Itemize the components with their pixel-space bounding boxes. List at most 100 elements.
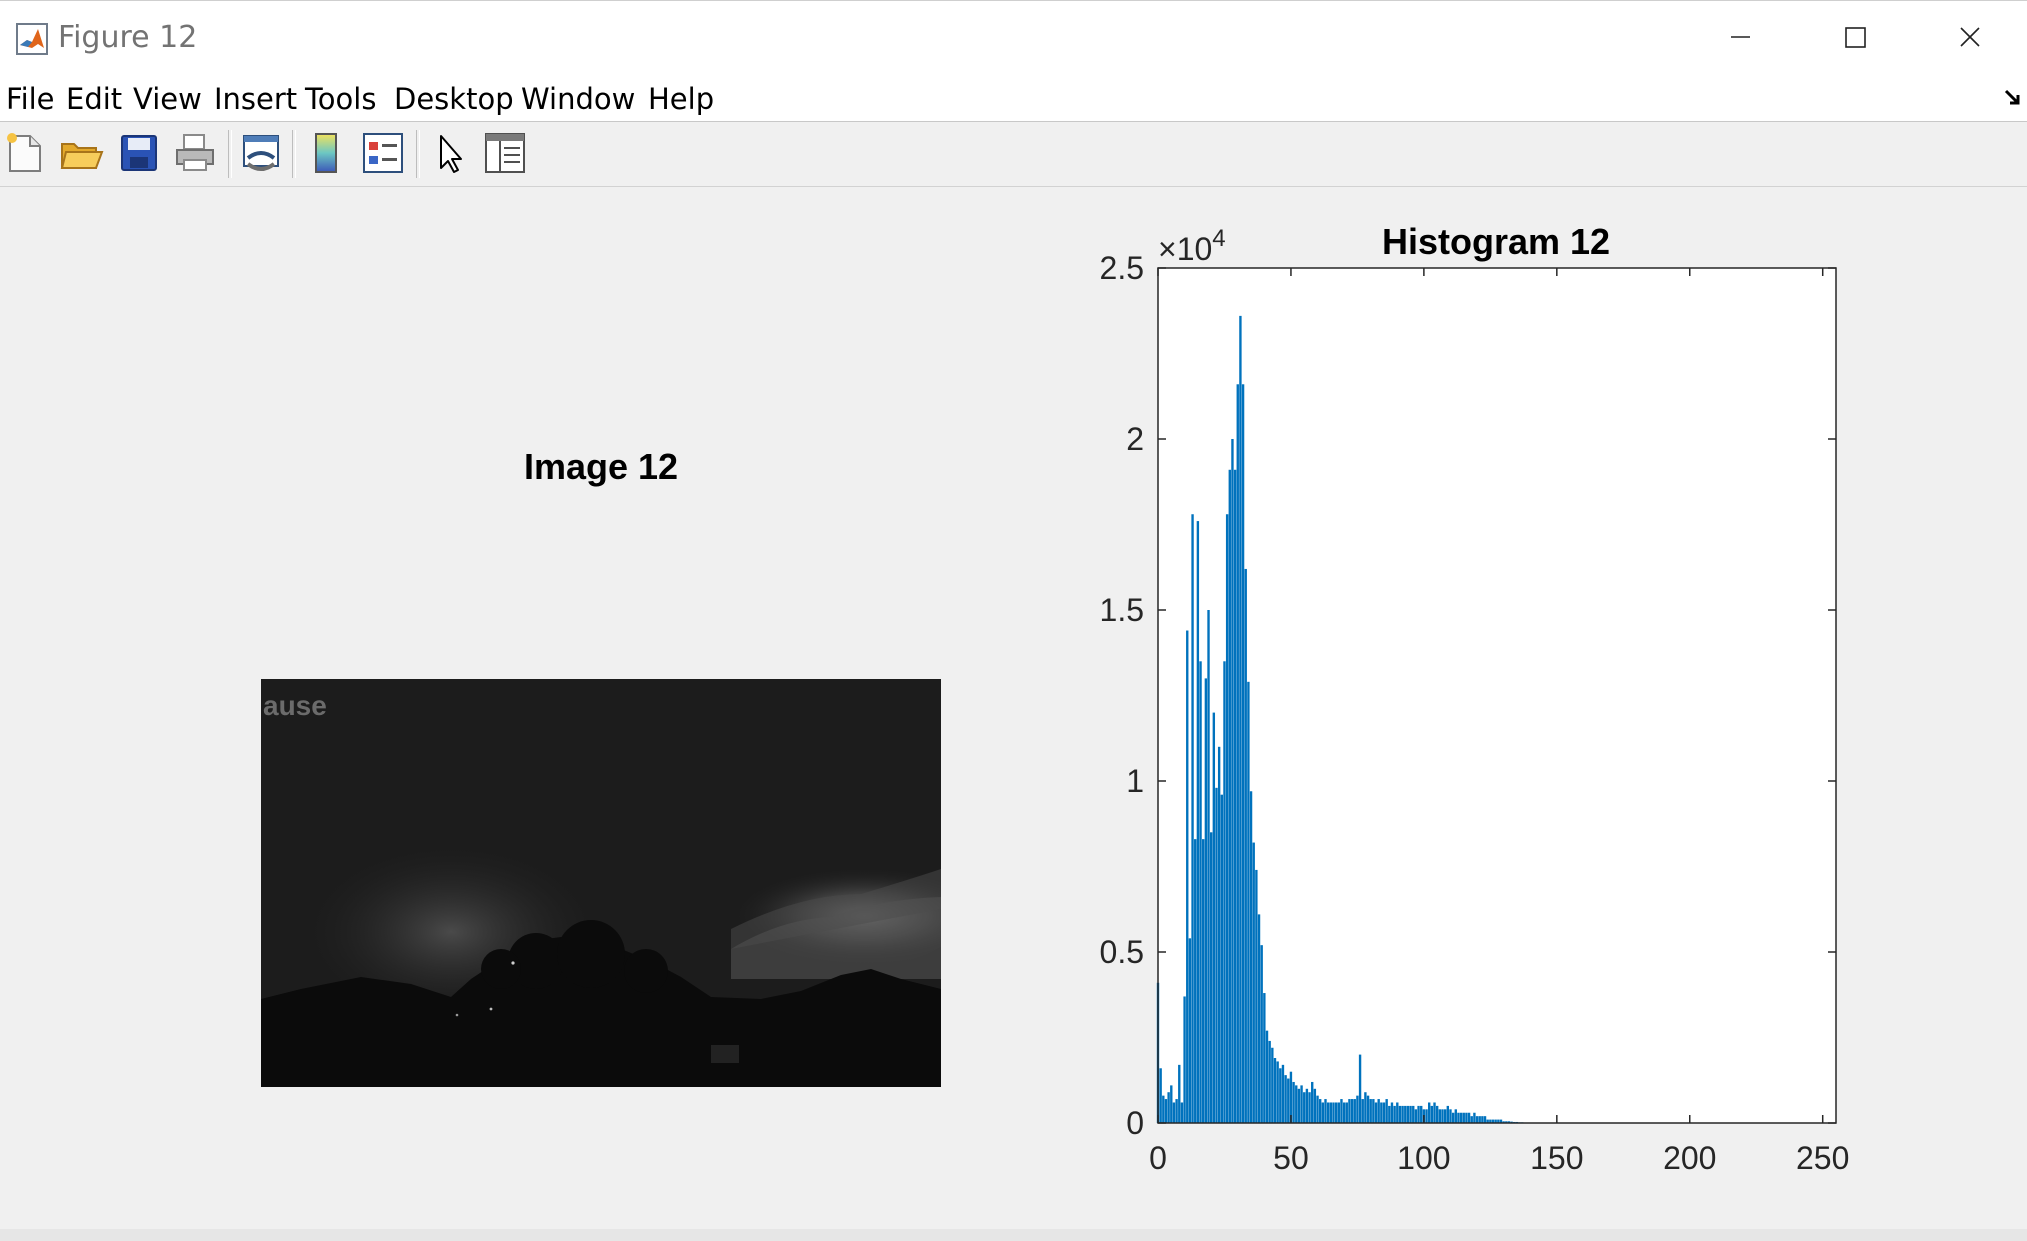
histogram-bar: [1252, 842, 1255, 1123]
histogram-bar: [1356, 1095, 1359, 1123]
menu-insert[interactable]: Insert: [214, 82, 298, 116]
histogram-bar: [1505, 1121, 1508, 1123]
histogram-bar: [1342, 1102, 1346, 1123]
minimize-button[interactable]: [1682, 1, 1798, 75]
histogram-bar: [1225, 514, 1229, 1123]
histogram-bar: [1324, 1099, 1327, 1123]
histogram-bar: [1382, 1102, 1386, 1123]
menu-desktop[interactable]: Desktop: [394, 82, 514, 116]
y-tick-label: 1.5: [1100, 592, 1144, 628]
watermark-text: ause: [263, 690, 327, 721]
histogram-bar: [1483, 1116, 1487, 1123]
histogram-bar: [1459, 1112, 1463, 1123]
histogram-bar: [1199, 661, 1202, 1123]
histogram-bar: [1249, 791, 1253, 1123]
histogram-bar: [1438, 1109, 1442, 1123]
histogram-bar: [1316, 1095, 1319, 1123]
histogram-bar: [1263, 993, 1266, 1123]
maximize-icon: [1845, 27, 1866, 48]
histogram-bar: [1385, 1099, 1388, 1123]
print-icon: [176, 134, 214, 171]
histogram-bar: [1186, 630, 1189, 1123]
histogram-bar: [1502, 1121, 1505, 1123]
edit-plot-button[interactable]: [428, 130, 474, 176]
new-figure-button[interactable]: [2, 130, 48, 176]
histogram-bar: [1462, 1112, 1465, 1123]
histogram-bar: [1196, 521, 1200, 1123]
histogram-bar: [1297, 1088, 1301, 1123]
histogram-bar: [1321, 1102, 1325, 1123]
histogram-bar: [1401, 1105, 1404, 1123]
histogram-bar: [1311, 1081, 1314, 1123]
histogram-bar: [1236, 384, 1239, 1123]
maximize-button[interactable]: [1797, 1, 1913, 75]
histogram-bar: [1372, 1099, 1375, 1123]
histogram-bar: [1377, 1099, 1380, 1123]
histogram-bar: [1473, 1112, 1476, 1123]
link-plot-button[interactable]: [238, 130, 284, 176]
x-tick-label: 0: [1149, 1140, 1167, 1176]
histogram-bar: [1390, 1102, 1394, 1123]
property-inspector-button[interactable]: [482, 130, 528, 176]
histogram-bar: [1494, 1119, 1497, 1123]
toolbar-separator: [416, 130, 420, 178]
menu-view[interactable]: View: [133, 82, 202, 116]
histogram-bar: [1332, 1102, 1335, 1123]
histogram-bar: [1465, 1112, 1468, 1123]
histogram-bar: [1319, 1099, 1322, 1123]
menu-file[interactable]: File: [6, 82, 55, 116]
figure-toolbar: [0, 122, 2027, 187]
open-file-icon: [60, 143, 104, 169]
histogram-bar: [1202, 839, 1205, 1123]
print-button[interactable]: [172, 130, 218, 176]
insert-legend-button[interactable]: [360, 130, 406, 176]
histogram-bar: [1233, 469, 1237, 1123]
menu-edit[interactable]: Edit: [66, 82, 123, 116]
histogram-chart[interactable]: 0 0.5 1 1.5 2 2.5 0 50 100 150 200 250 ×104: [1080, 220, 1860, 1180]
histogram-bar: [1244, 568, 1247, 1123]
histogram-bar: [1435, 1105, 1439, 1123]
histogram-bar: [1273, 1058, 1277, 1123]
histogram-bar: [1454, 1109, 1457, 1123]
histogram-bar: [1178, 1064, 1181, 1123]
image-axes[interactable]: ause: [261, 679, 941, 1087]
histogram-bar: [1164, 1099, 1168, 1123]
menu-tools[interactable]: Tools: [305, 82, 377, 116]
histogram-bar: [1481, 1116, 1484, 1123]
histogram-bar: [1175, 1099, 1178, 1123]
close-button[interactable]: [1912, 1, 2027, 75]
menu-window[interactable]: Window: [521, 82, 636, 116]
histogram-bar: [1406, 1105, 1410, 1123]
histogram-bar: [1279, 1068, 1282, 1123]
histogram-bar: [1162, 1095, 1165, 1123]
y-tick-label: 2.5: [1100, 250, 1144, 286]
histogram-bar: [1183, 996, 1186, 1123]
insert-legend-icon: [363, 133, 403, 173]
histogram-bar: [1478, 1116, 1481, 1123]
histogram-bar: [1180, 1102, 1184, 1123]
histogram-bar: [1412, 1105, 1415, 1123]
histogram-bar: [1159, 1068, 1162, 1123]
title-bar: Figure 12: [0, 0, 2027, 74]
open-file-button[interactable]: [58, 130, 104, 176]
histogram-bar: [1350, 1099, 1354, 1123]
histogram-bar: [1364, 1092, 1367, 1123]
histogram-bar: [1172, 1102, 1176, 1123]
histogram-bar: [1212, 712, 1216, 1123]
insert-colorbar-button[interactable]: [304, 130, 350, 176]
histogram-bar: [1239, 315, 1242, 1123]
save-button[interactable]: [116, 130, 162, 176]
histogram-bar: [1257, 914, 1261, 1123]
menu-help[interactable]: Help: [648, 82, 715, 116]
histogram-bar: [1345, 1102, 1348, 1123]
histogram-bar: [1497, 1119, 1500, 1123]
x-tick-label: 50: [1273, 1140, 1309, 1176]
histogram-bar: [1281, 1064, 1285, 1123]
undock-arrow-icon[interactable]: [2003, 88, 2023, 108]
taskbar-peek: [0, 1229, 2027, 1241]
property-inspector-icon: [485, 133, 525, 173]
histogram-bar: [1220, 794, 1223, 1123]
histogram-bar: [1340, 1099, 1343, 1123]
histogram-bar: [1366, 1095, 1370, 1123]
histogram-bar: [1430, 1105, 1434, 1123]
